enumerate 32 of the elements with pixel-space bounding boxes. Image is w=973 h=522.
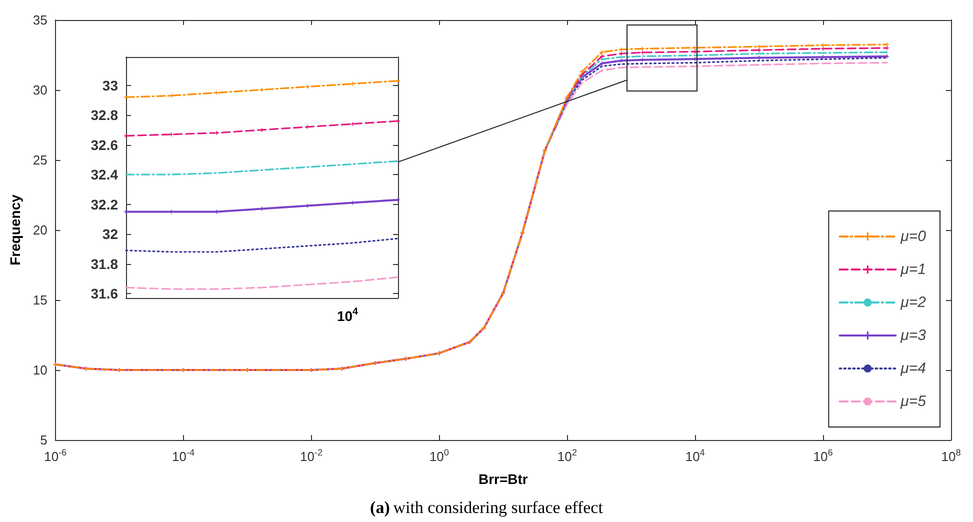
y-tick-label: 32.4 bbox=[90, 166, 118, 183]
y-tick-label: 31.6 bbox=[90, 286, 118, 302]
line-series bbox=[125, 238, 399, 253]
line-series bbox=[124, 78, 400, 100]
y-tick-label: 25 bbox=[32, 152, 48, 168]
legend-label: μ=1 bbox=[900, 261, 926, 278]
y-tick-label: 32.8 bbox=[90, 107, 118, 124]
legend-label: μ=2 bbox=[900, 294, 927, 311]
legend-label: μ=5 bbox=[900, 393, 927, 410]
y-tick-label: 33 bbox=[102, 77, 118, 94]
y-tick-label: 10 bbox=[32, 362, 48, 378]
legend-label: μ=4 bbox=[900, 360, 926, 377]
y-tick-label: 32.6 bbox=[90, 136, 118, 153]
y-tick-label: 30 bbox=[32, 82, 48, 98]
y-tick-label: 20 bbox=[32, 222, 48, 238]
y-tick-label: 15 bbox=[32, 292, 48, 308]
point bbox=[396, 78, 400, 83]
line-series bbox=[125, 160, 399, 176]
point bbox=[260, 88, 264, 92]
legend-label: μ=3 bbox=[900, 327, 927, 344]
y-tick-label: 35 bbox=[32, 12, 48, 28]
line-series bbox=[125, 276, 399, 290]
y-tick-label: 31.8 bbox=[90, 256, 118, 272]
y-tick-label: 32 bbox=[102, 226, 118, 242]
text: (a) with considering surface effect bbox=[370, 498, 604, 517]
point bbox=[124, 95, 128, 100]
legend-label: μ=0 bbox=[900, 228, 927, 245]
y-tick-label: 32.2 bbox=[90, 196, 118, 212]
y-axis-title: Frequency bbox=[7, 194, 23, 266]
line-series bbox=[124, 198, 400, 214]
y-tick-label: 5 bbox=[40, 432, 48, 448]
x-axis-title: Brr=Btr bbox=[478, 471, 528, 487]
